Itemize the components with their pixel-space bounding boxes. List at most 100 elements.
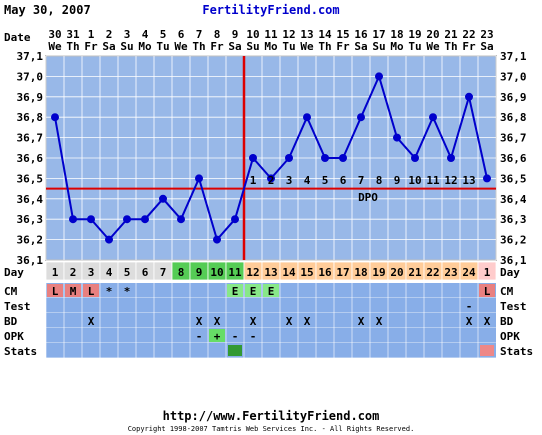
- temperature-point: [411, 154, 419, 162]
- temperature-point: [177, 215, 185, 224]
- y-tick-label-right: 36,1: [500, 254, 527, 267]
- dpo-number: 6: [340, 174, 347, 187]
- y-tick-label-right: 36,9: [500, 91, 527, 104]
- temperature-point: [123, 215, 131, 224]
- weekday-tick-label: Su: [246, 40, 259, 53]
- y-tick-label-right: 36,6: [500, 152, 527, 165]
- cm-cell-text: M: [70, 285, 77, 298]
- dpo-number: 2: [268, 174, 275, 187]
- opk-cell-marker: [209, 329, 225, 342]
- bd-cell-text: X: [484, 315, 491, 328]
- cycle-day-number: 3: [88, 266, 95, 279]
- weekday-tick-label: Tu: [282, 40, 295, 53]
- temperature-point: [321, 154, 329, 162]
- test-row-label-right: Test: [500, 300, 527, 313]
- date-tick-label: 23: [480, 28, 493, 41]
- y-tick-label-right: 36,3: [500, 213, 527, 226]
- opk-cell-text: -: [196, 330, 203, 343]
- cycle-day-number: 20: [390, 266, 403, 279]
- cycle-day-cell: [477, 261, 497, 281]
- cm-cell-text: E: [232, 285, 239, 298]
- dpo-label: DPO: [358, 191, 378, 204]
- date-row-label: Date: [4, 31, 31, 44]
- opk-row-label: OPK: [4, 330, 24, 343]
- cycle-day-number: 18: [354, 266, 367, 279]
- cm-cell-text: L: [88, 285, 95, 298]
- weekday-tick-label: Th: [444, 40, 457, 53]
- date-tick-label: 6: [178, 28, 185, 41]
- temperature-point: [285, 154, 293, 162]
- cm-cell-text: *: [124, 285, 131, 298]
- cycle-day-number: 14: [282, 266, 296, 279]
- date-tick-label: 4: [142, 28, 149, 41]
- cycle-day-number: 19: [372, 266, 385, 279]
- cycle-day-number: 6: [142, 266, 149, 279]
- cm-cell-marker: [479, 284, 495, 297]
- y-tick-label-left: 36,6: [17, 152, 44, 165]
- date-tick-label: 30: [48, 28, 61, 41]
- weekday-tick-label: Tu: [156, 40, 169, 53]
- test-row-bg: [46, 298, 496, 313]
- y-tick-label-right: 37,0: [500, 70, 527, 83]
- y-tick-label-right: 37,1: [500, 50, 527, 63]
- dpo-number: 8: [376, 174, 383, 187]
- weekday-tick-label: Su: [120, 40, 133, 53]
- y-tick-label-left: 37,1: [17, 50, 44, 63]
- stats-row-label: Stats: [4, 345, 37, 358]
- temperature-point: [195, 174, 203, 183]
- footer-url[interactable]: http://www.FertilityFriend.com: [162, 409, 380, 423]
- weekday-tick-label: Mo: [264, 40, 278, 53]
- bd-cell-text: X: [358, 315, 365, 328]
- cycle-day-number: 9: [196, 266, 203, 279]
- cm-cell-marker: [227, 284, 243, 297]
- weekday-tick-label: We: [300, 40, 314, 53]
- weekday-tick-label: Sa: [480, 40, 493, 53]
- temperature-point: [375, 72, 383, 81]
- weekday-tick-label: We: [48, 40, 62, 53]
- stats-row-label-right: Stats: [500, 345, 533, 358]
- date-tick-label: 18: [390, 28, 403, 41]
- bd-cell-text: X: [88, 315, 95, 328]
- bd-row-bg: [46, 313, 496, 328]
- cycle-day-number: 5: [124, 266, 131, 279]
- date-tick-label: 17: [372, 28, 385, 41]
- date-tick-label: 3: [124, 28, 131, 41]
- temperature-point: [429, 113, 437, 122]
- dpo-number: 9: [394, 174, 401, 187]
- temperature-point: [357, 113, 365, 122]
- dpo-number: 5: [322, 174, 329, 187]
- y-tick-label-left: 36,4: [17, 193, 44, 206]
- bd-cell-text: X: [214, 315, 221, 328]
- cm-cell-text: L: [484, 285, 491, 298]
- cm-row-label: CM: [4, 285, 18, 298]
- cycle-day-number: 8: [178, 266, 185, 279]
- dpo-number: 10: [408, 174, 421, 187]
- date-tick-label: 13: [300, 28, 313, 41]
- opk-row-label-right: OPK: [500, 330, 520, 343]
- dpo-number: 3: [286, 174, 293, 187]
- cycle-day-number: 16: [318, 266, 332, 279]
- y-tick-label-left: 36,5: [17, 172, 44, 185]
- bd-row-label-right: BD: [500, 315, 514, 328]
- bbt-chart: Date 30We31Th1Fr2Sa3Su4Mo5Tu6We7Th8Fr9Sa1…: [4, 28, 533, 359]
- y-tick-label-left: 36,8: [17, 111, 44, 124]
- weekday-tick-label: Th: [192, 40, 205, 53]
- cm-cell-text: E: [268, 285, 275, 298]
- opk-cell-text: -: [232, 330, 239, 343]
- date-tick-label: 10: [246, 28, 259, 41]
- cycle-day-number: 12: [246, 266, 259, 279]
- cycle-day-number: 11: [228, 266, 242, 279]
- date-tick-label: 5: [160, 28, 167, 41]
- date-tick-label: 14: [318, 28, 332, 41]
- date-tick-label: 11: [264, 28, 278, 41]
- day-row-label-right: Day: [500, 266, 520, 279]
- y-tick-label-left: 36,9: [17, 91, 44, 104]
- date-tick-label: 22: [462, 28, 475, 41]
- date-tick-label: 8: [214, 28, 221, 41]
- cm-cell-marker: [263, 284, 279, 297]
- footer-copyright: Copyright 1998-2007 Tamtris Web Services…: [127, 425, 415, 433]
- cm-row-label-right: CM: [500, 285, 514, 298]
- temperature-point: [141, 215, 149, 224]
- bd-cell-text: X: [196, 315, 203, 328]
- stats-cell-marker: [480, 345, 494, 356]
